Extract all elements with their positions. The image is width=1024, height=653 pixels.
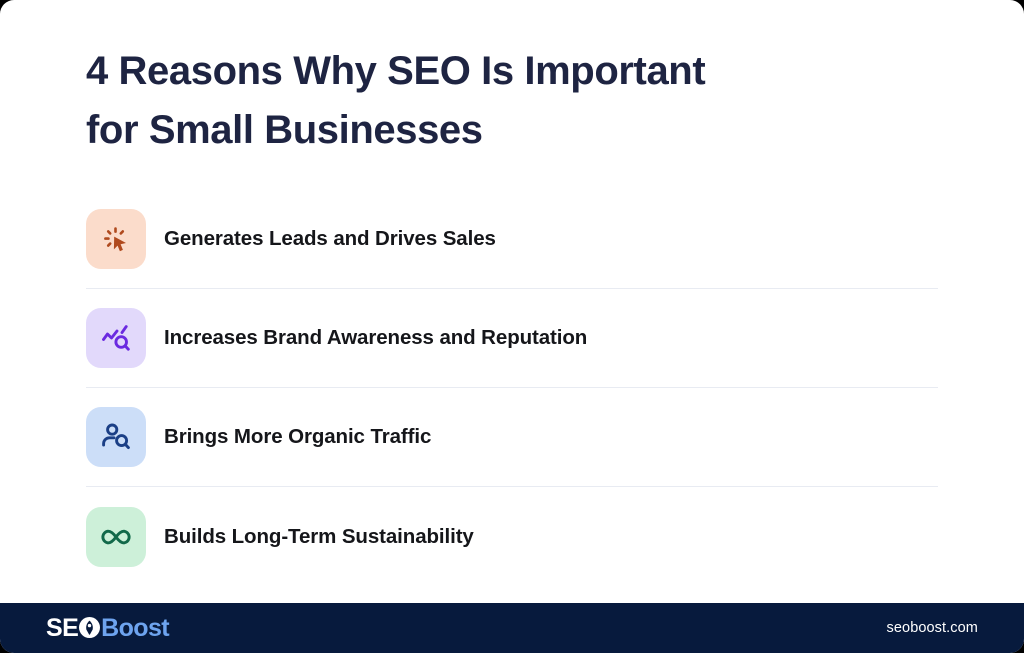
user-search-icon xyxy=(86,407,146,468)
brand-text-boost: Boost xyxy=(101,614,169,642)
footer-website-url[interactable]: seoboost.com xyxy=(886,620,978,636)
brand-logo[interactable]: SE Boost xyxy=(46,614,170,642)
card-content: 4 Reasons Why SEO Is Important for Small… xyxy=(86,42,938,586)
reason-list: Generates Leads and Drives Sales Increas… xyxy=(86,190,938,586)
brand-logo-mark-icon xyxy=(79,617,101,638)
list-item-label: Brings More Organic Traffic xyxy=(164,425,432,449)
list-item: Generates Leads and Drives Sales xyxy=(86,190,938,290)
list-item: Increases Brand Awareness and Reputation xyxy=(86,289,938,389)
list-item: Builds Long-Term Sustainability xyxy=(86,487,938,586)
list-item: Brings More Organic Traffic xyxy=(86,388,938,488)
list-item-label: Generates Leads and Drives Sales xyxy=(164,227,496,251)
click-cursor-icon xyxy=(86,209,146,270)
list-item-label: Increases Brand Awareness and Reputation xyxy=(164,326,588,350)
infinity-icon xyxy=(86,506,146,567)
brand-text-se: SE xyxy=(46,614,79,642)
list-item-label: Builds Long-Term Sustainability xyxy=(164,524,474,548)
page-title-line-2: for Small Businesses xyxy=(86,108,483,153)
page-title-line-1: 4 Reasons Why SEO Is Important xyxy=(86,49,706,93)
footer-bar: SE Boost seoboost.com xyxy=(0,603,1024,653)
page-title: 4 Reasons Why SEO Is Important for Small… xyxy=(86,42,786,160)
chart-search-icon xyxy=(86,308,146,369)
